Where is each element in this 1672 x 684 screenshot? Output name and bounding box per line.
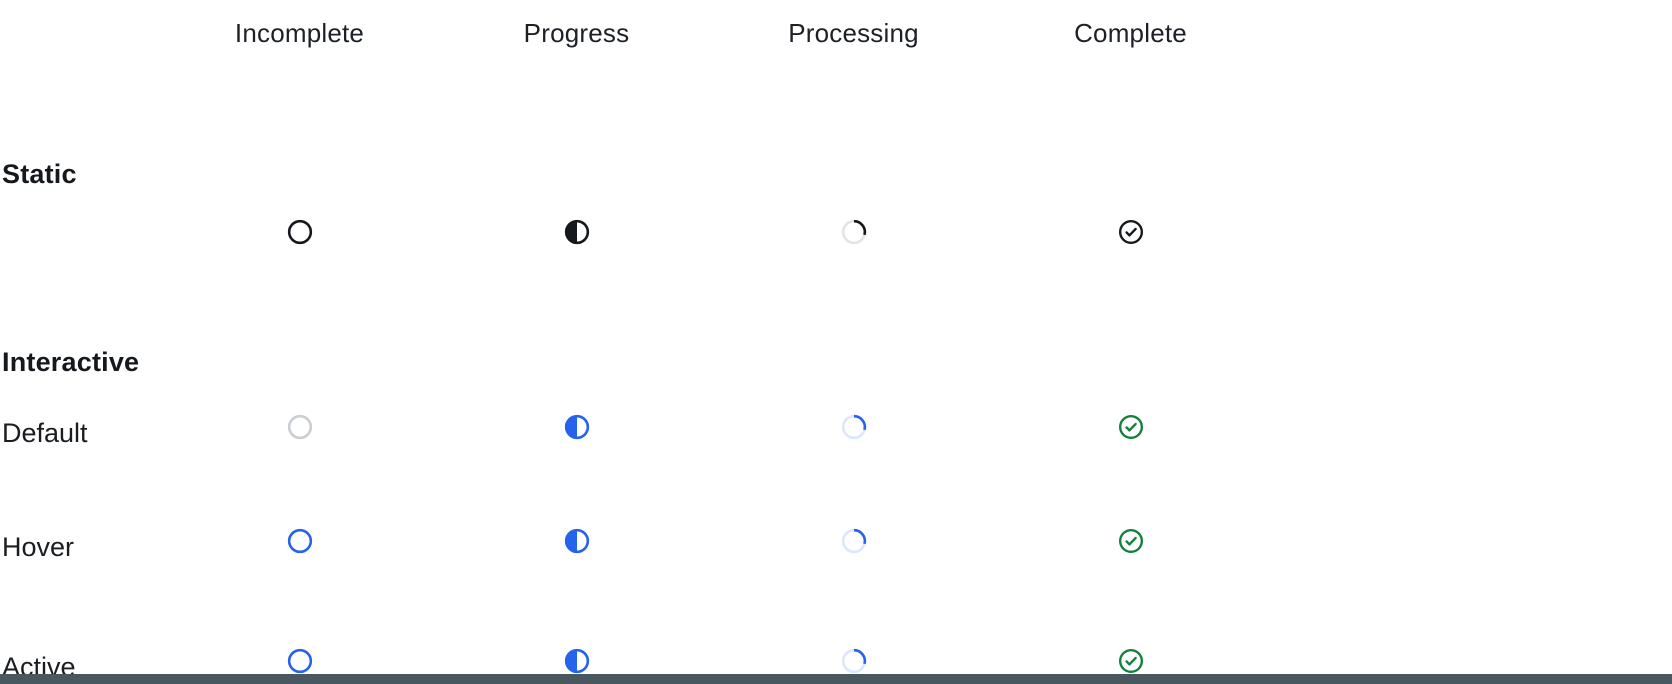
hover-processing-cell — [715, 528, 992, 554]
default-complete-cell — [992, 414, 1269, 440]
hover-progress-cell — [438, 528, 715, 554]
static-processing-cell — [715, 219, 992, 245]
state-row-default: Default — [0, 407, 1672, 448]
active-processing-cell — [715, 648, 992, 674]
progress-half-circle-icon[interactable] — [564, 648, 590, 674]
section-label-interactive: Interactive — [2, 346, 140, 377]
complete-check-icon[interactable] — [1118, 528, 1144, 554]
default-processing-cell — [715, 414, 992, 440]
incomplete-circle-icon[interactable] — [287, 648, 313, 674]
default-progress-cell — [438, 414, 715, 440]
bottom-edge-bar — [0, 674, 1672, 684]
column-header-processing: Processing — [788, 17, 919, 48]
progress-half-circle-icon[interactable] — [564, 414, 590, 440]
hover-incomplete-cell — [161, 528, 438, 554]
incomplete-circle-icon — [287, 219, 313, 245]
row-label-cell: Hover — [0, 526, 161, 562]
complete-check-icon[interactable] — [1118, 648, 1144, 674]
column-header-cell: Progress — [438, 18, 715, 49]
column-header-cell: Incomplete — [161, 18, 438, 49]
active-progress-cell — [438, 648, 715, 674]
section-label-static: Static — [2, 158, 77, 189]
default-incomplete-cell — [161, 414, 438, 440]
complete-check-icon[interactable] — [1118, 414, 1144, 440]
progress-half-circle-icon — [564, 219, 590, 245]
processing-spinner-icon — [841, 219, 867, 245]
row-label-default: Default — [2, 417, 88, 448]
processing-spinner-icon[interactable] — [841, 528, 867, 554]
row-label-cell: Default — [0, 412, 161, 448]
incomplete-circle-icon[interactable] — [287, 414, 313, 440]
static-incomplete-cell — [161, 219, 438, 245]
state-row-hover: Hover — [0, 521, 1672, 562]
active-incomplete-cell — [161, 648, 438, 674]
static-complete-cell — [992, 219, 1269, 245]
static-progress-cell — [438, 219, 715, 245]
column-header-progress: Progress — [523, 17, 630, 48]
column-header-incomplete: Incomplete — [234, 17, 365, 48]
processing-spinner-icon[interactable] — [841, 648, 867, 674]
complete-check-icon — [1118, 219, 1144, 245]
incomplete-circle-icon[interactable] — [287, 528, 313, 554]
column-header-complete: Complete — [1074, 17, 1187, 48]
progress-half-circle-icon[interactable] — [564, 528, 590, 554]
row-label-cell: Active — [0, 646, 161, 682]
active-complete-cell — [992, 648, 1269, 674]
column-header-cell: Processing — [715, 18, 992, 49]
row-label-hover: Hover — [2, 531, 75, 562]
hover-complete-cell — [992, 528, 1269, 554]
processing-spinner-icon[interactable] — [841, 414, 867, 440]
column-headers: Incomplete Progress Processing Complete — [0, 13, 1672, 53]
state-row-static — [0, 212, 1672, 252]
column-header-cell: Complete — [992, 18, 1269, 49]
